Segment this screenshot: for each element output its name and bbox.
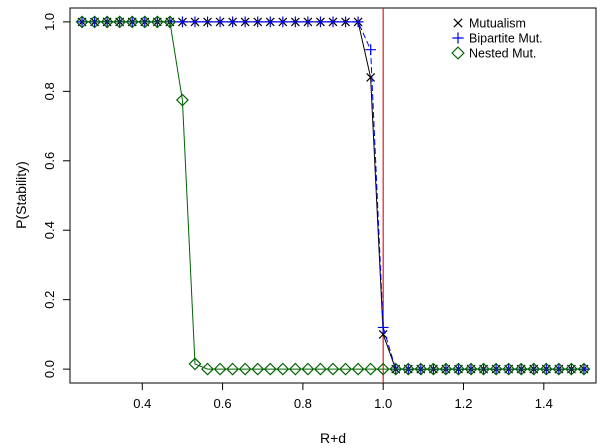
- data-point: [514, 362, 528, 376]
- plot-frame: [69, 7, 597, 384]
- axes: 0.4 0.6 0.8 1.0 1.2 1.4 0.0 0.2 0.4 0.6 0.8 1.0: [42, 13, 553, 411]
- x-tick-label: 1.0: [374, 396, 392, 411]
- data-point: [188, 357, 202, 371]
- data-point: [464, 362, 478, 376]
- series-mutualism: [77, 17, 589, 374]
- legend-item: Mutualism: [453, 17, 526, 31]
- data-point: [201, 362, 214, 376]
- data-point: [227, 16, 239, 28]
- x-tick-label: 0.8: [294, 396, 312, 411]
- series-bipartite-mut: [76, 16, 590, 375]
- data-point: [175, 93, 189, 107]
- data-point: [351, 362, 365, 376]
- y-tick-label: 0.4: [42, 221, 57, 239]
- series-line: [82, 21, 584, 370]
- data-point: [202, 16, 213, 28]
- data-point: [263, 362, 277, 376]
- x-axis-label: R+d: [320, 430, 346, 446]
- data-point: [264, 16, 276, 28]
- data-point: [214, 16, 226, 28]
- series-nested-mut: [75, 15, 591, 376]
- series-line: [82, 21, 584, 370]
- x-tick-label: 0.6: [214, 396, 232, 411]
- series-line: [82, 21, 584, 370]
- legend-label: Mutualism: [469, 17, 526, 31]
- data-point: [489, 362, 503, 376]
- data-point: [401, 362, 415, 376]
- data-point: [277, 16, 289, 28]
- y-tick-label: 1.0: [42, 13, 57, 31]
- y-axis-label: P(Stability): [13, 161, 29, 229]
- data-point: [189, 16, 201, 28]
- data-point: [315, 16, 326, 28]
- data-point: [238, 362, 252, 376]
- data-point: [352, 16, 364, 28]
- y-tick-label: 0.2: [42, 291, 57, 309]
- data-point: [539, 362, 553, 376]
- data-point: [276, 362, 290, 376]
- data-point: [163, 15, 177, 29]
- y-tick-label: 0.6: [42, 152, 57, 170]
- legend-marker: [451, 46, 465, 60]
- data-point: [452, 362, 465, 376]
- data-point: [302, 16, 314, 28]
- data-point: [125, 15, 139, 29]
- y-tick-label: 0.8: [42, 82, 57, 100]
- data-point: [502, 362, 516, 376]
- legend-marker: [453, 18, 463, 28]
- data-point: [366, 73, 376, 82]
- legend-item: Bipartite Mut.: [452, 32, 543, 46]
- data-point: [213, 362, 227, 376]
- x-tick-label: 0.4: [133, 396, 151, 411]
- x-tick-label: 1.4: [535, 396, 553, 411]
- data-point: [327, 16, 339, 28]
- data-point: [339, 362, 352, 376]
- data-point: [527, 362, 541, 376]
- legend-label: Nested Mut.: [469, 47, 536, 61]
- data-point: [113, 15, 127, 29]
- y-tick-label: 0.0: [42, 360, 57, 378]
- data-point: [314, 362, 327, 376]
- data-point: [365, 44, 377, 56]
- data-point: [364, 362, 378, 376]
- data-point: [288, 362, 302, 376]
- data-point: [376, 362, 390, 376]
- data-point: [88, 15, 102, 29]
- data-point: [239, 16, 251, 28]
- data-point: [377, 322, 389, 333]
- data-point: [251, 362, 265, 376]
- data-point: [426, 362, 440, 376]
- data-point: [252, 16, 264, 28]
- data-point: [564, 362, 578, 376]
- data-point: [138, 15, 152, 29]
- data-point: [439, 362, 453, 376]
- data-point: [340, 16, 351, 28]
- data-point: [326, 362, 340, 376]
- data-point: [177, 16, 188, 28]
- data-point: [414, 362, 428, 376]
- data-point: [75, 15, 89, 29]
- data-point: [289, 16, 301, 28]
- legend-marker: [452, 32, 464, 44]
- data-point: [389, 362, 403, 376]
- data-point: [552, 362, 566, 376]
- data-point: [477, 362, 491, 376]
- data-point: [226, 362, 240, 376]
- data-point: [577, 362, 591, 376]
- data-point: [301, 362, 315, 376]
- data-point: [150, 15, 164, 29]
- x-tick-label: 1.2: [454, 396, 472, 411]
- legend-label: Bipartite Mut.: [469, 32, 543, 46]
- legend-item: Nested Mut.: [451, 46, 536, 61]
- series-layer: [75, 15, 591, 376]
- data-point: [100, 15, 114, 29]
